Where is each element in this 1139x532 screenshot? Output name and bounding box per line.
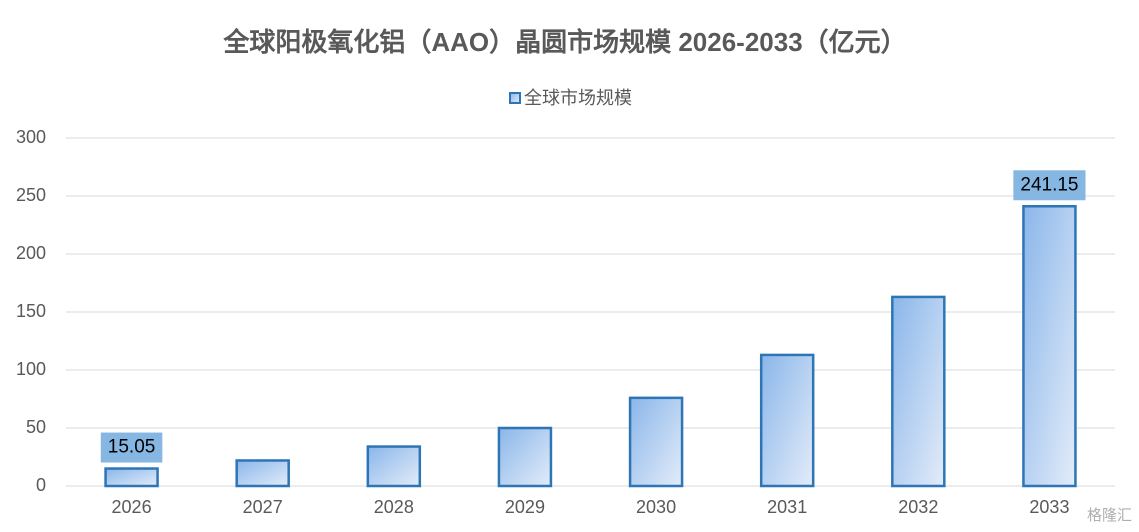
y-tick-label: 150 [16, 301, 46, 321]
bar [497, 426, 553, 488]
data-label: 15.05 [108, 437, 156, 458]
x-tick-label: 2033 [1029, 497, 1069, 517]
x-tick-label: 2031 [767, 497, 807, 517]
data-label: 241.15 [1020, 174, 1078, 195]
data-label-box [100, 432, 163, 463]
y-tick-label: 300 [16, 127, 46, 147]
bar [759, 353, 815, 488]
x-tick-label: 2032 [898, 497, 938, 517]
bar [891, 295, 946, 488]
bar [628, 396, 684, 488]
x-tick-label: 2026 [112, 497, 152, 517]
legend-marker [509, 92, 521, 104]
x-tick-label: 2027 [243, 497, 283, 517]
y-tick-label: 50 [26, 417, 46, 437]
x-tick-label: 2029 [505, 497, 545, 517]
bar [1022, 205, 1077, 488]
watermark: 格隆汇 [1087, 507, 1132, 524]
bar [235, 459, 290, 488]
x-tick-label: 2030 [636, 497, 676, 517]
legend-label: 全球市场规模 [524, 88, 632, 108]
y-tick-label: 250 [16, 185, 46, 205]
bar [104, 467, 159, 488]
y-tick-label: 200 [16, 243, 46, 263]
bar [366, 445, 422, 488]
y-tick-label: 100 [16, 359, 46, 379]
y-tick-label: 0 [36, 475, 46, 495]
chart-title: 全球阳极氧化铝（AAO）晶圆市场规模 2026-2033（亿元） [222, 27, 906, 57]
data-label-box [1013, 170, 1086, 201]
x-tick-label: 2028 [374, 497, 414, 517]
